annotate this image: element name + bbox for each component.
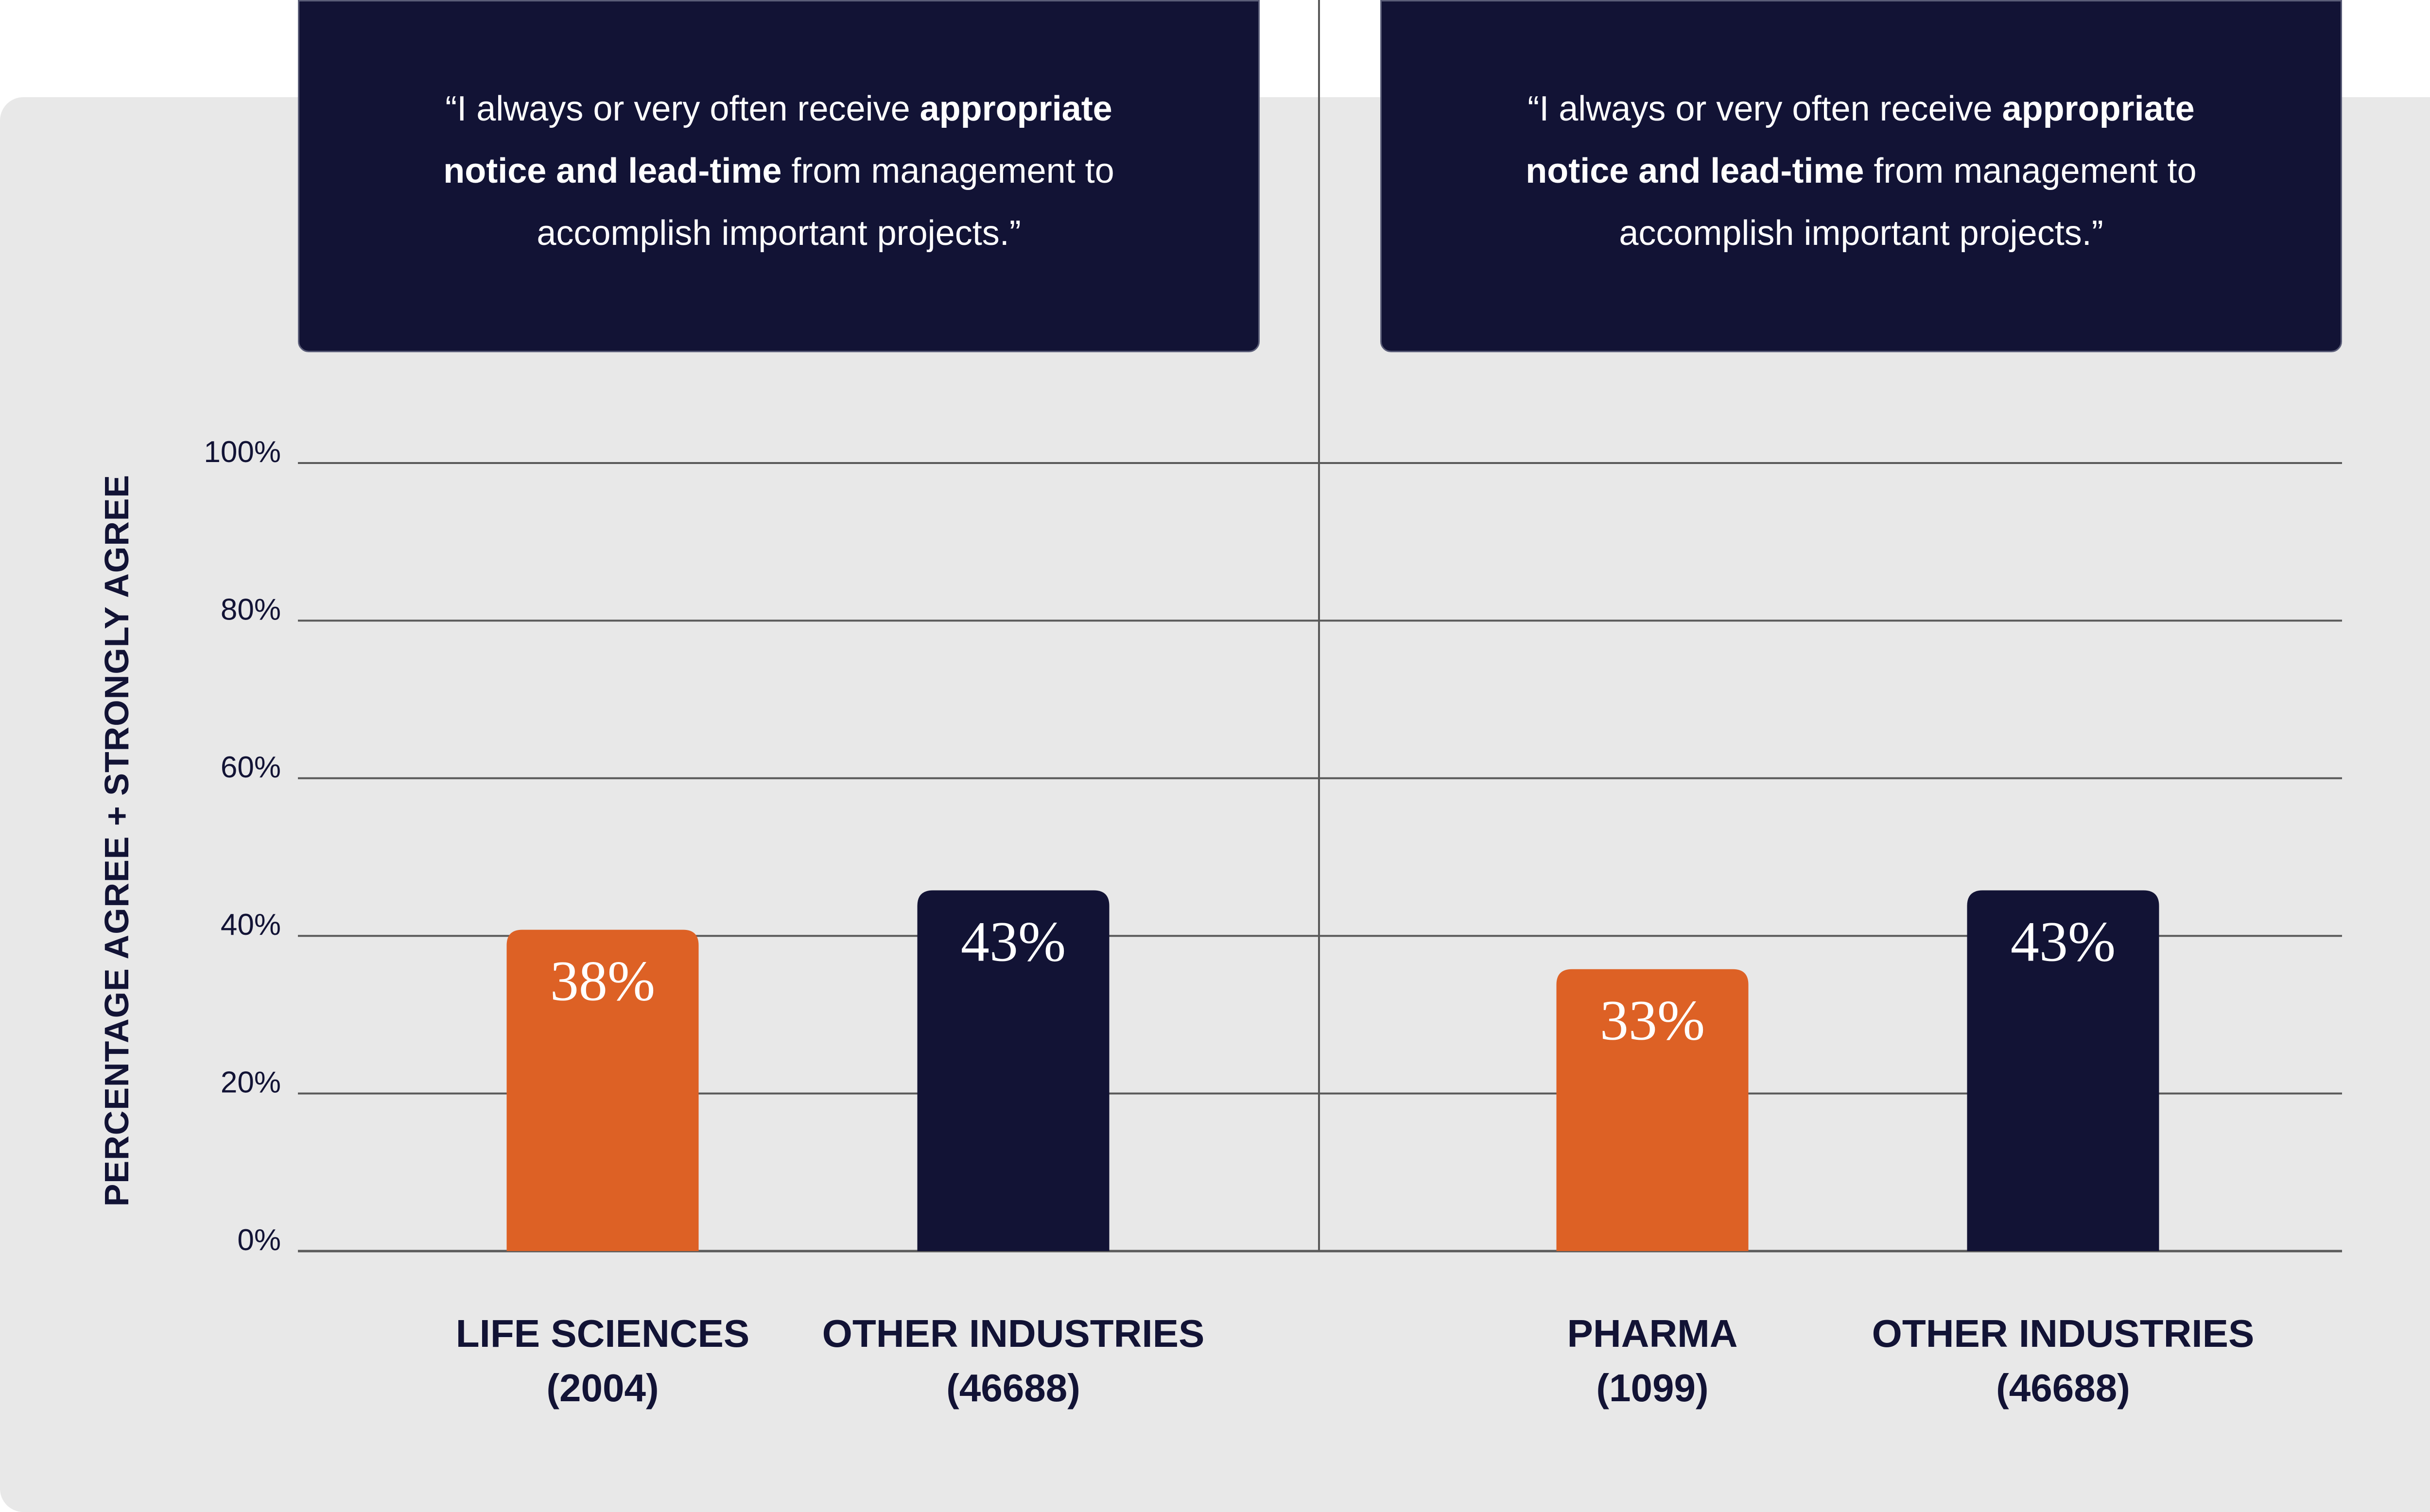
y-tick-label-60: 60% (221, 751, 281, 784)
y-tick-label-0: 0% (237, 1223, 281, 1257)
x-category-count: (46688) (946, 1366, 1080, 1409)
bar-value-label: 43% (961, 910, 1066, 974)
quote-box-right: “I always or very often receive appropri… (1380, 0, 2342, 352)
x-category-label: OTHER INDUSTRIES (1872, 1312, 2255, 1355)
quote-text-right: “I always or very often receive appropri… (1526, 89, 2197, 253)
x-category-label: LIFE SCIENCES (456, 1312, 750, 1355)
x-category-label: OTHER INDUSTRIES (822, 1312, 1205, 1355)
x-category-count: (1099) (1596, 1366, 1708, 1409)
bar-1-1 (1967, 890, 2159, 1251)
quote-text-left: “I always or very often receive appropri… (443, 89, 1114, 253)
bar-value-label: 38% (550, 949, 655, 1013)
x-category-label: PHARMA (1567, 1312, 1737, 1355)
y-tick-label-20: 20% (221, 1066, 281, 1100)
quote-box-left: “I always or very often receive appropri… (298, 0, 1260, 352)
bar-value-label: 33% (1600, 989, 1705, 1052)
bar-0-1 (917, 890, 1110, 1251)
y-tick-label-80: 80% (221, 593, 281, 626)
bar-value-label: 43% (2011, 910, 2116, 974)
bar-0-0 (506, 929, 699, 1251)
x-category-count: (46688) (1996, 1366, 2130, 1409)
y-tick-label-100: 100% (204, 435, 281, 469)
y-axis-label: PERCENTAGE AGREE + STRONGLY AGREE (98, 474, 136, 1207)
bar-1-0 (1556, 969, 1749, 1251)
x-category-count: (2004) (546, 1366, 659, 1409)
y-tick-label-40: 40% (221, 908, 281, 942)
